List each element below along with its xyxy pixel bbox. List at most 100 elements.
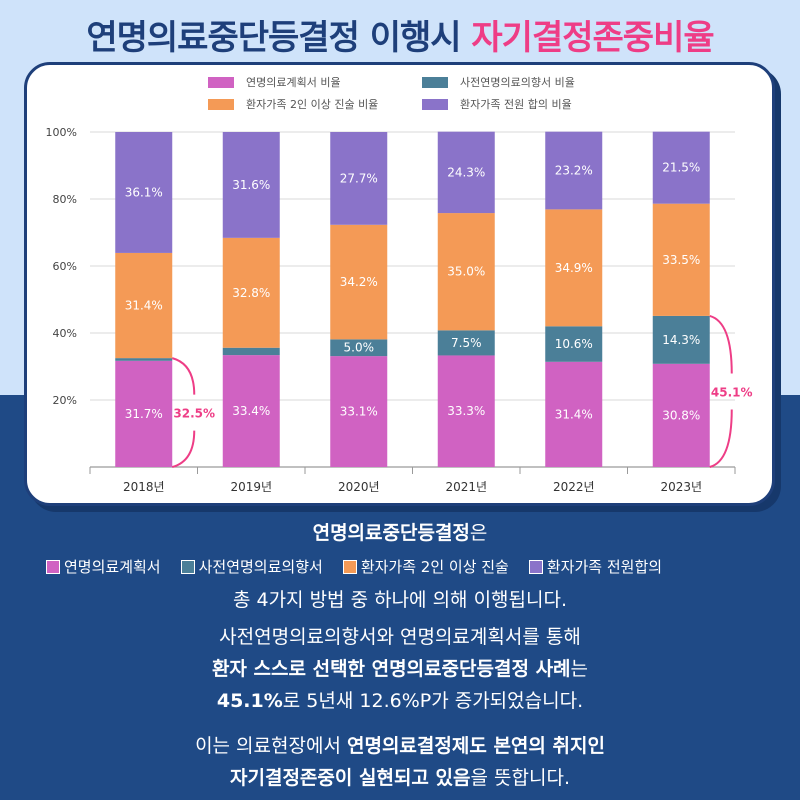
desc-line-7: 이는 의료현장에서 연명의료결정제도 본연의 취지인 [0, 731, 800, 758]
x-tick-label: 2021년 [445, 480, 487, 494]
desc-text: 이는 의료현장에서 [195, 735, 347, 757]
desc-strong: 환자 스스로 선택한 연명의료중단등결정 사례 [211, 658, 571, 680]
bar-segment [222, 355, 280, 467]
method-item: 환자가족 2인 이상 진술 [342, 556, 509, 577]
legend-item: 환자가족 전원 합의 비율 [422, 96, 572, 112]
method-item: 사전연명의료의향서 [180, 556, 323, 577]
legend-item: 연명의료계획서 비율 [208, 74, 341, 90]
bar-segment [545, 326, 603, 362]
bar-segment [330, 132, 388, 225]
bar-segment [652, 363, 710, 467]
bar-segment [115, 132, 173, 253]
x-tick-label: 2022년 [553, 480, 595, 494]
method-list: 연명의료계획서 사전연명의료의향서 환자가족 2인 이상 진술 환자가족 전원합… [46, 556, 662, 577]
data-label: 33.3% [447, 404, 485, 418]
data-label: 10.6% [555, 337, 593, 351]
bar-segment [330, 339, 388, 357]
bar-segment [115, 358, 173, 361]
data-label: 14.3% [662, 333, 700, 347]
desc-strong: 45.1% [216, 690, 283, 712]
data-label: 27.7% [340, 171, 378, 185]
desc-text: 은 [469, 522, 488, 544]
method-label: 환자가족 2인 이상 진술 [360, 558, 509, 576]
legend-label: 환자가족 전원 합의 비율 [460, 98, 572, 111]
bar-segment [115, 252, 173, 359]
method-label: 사전연명의료의향서 [198, 558, 323, 576]
method-label: 환자가족 전원합의 [546, 558, 663, 576]
legend-swatch [422, 76, 448, 88]
desc-line-6: 45.1%로 5년새 12.6%P가 증가되었습니다. [0, 686, 800, 713]
annotation-label: 45.1% [711, 385, 753, 399]
legend-swatch [208, 76, 234, 88]
bar-segment [437, 213, 495, 331]
annotation-brace [171, 430, 196, 468]
y-tick-label: 100% [46, 126, 77, 139]
desc-strong: 연명의료결정제도 본연의 취지인 [346, 735, 605, 757]
annotation-brace [171, 357, 196, 395]
data-label: 31.6% [232, 178, 270, 192]
data-label: 36.1% [125, 185, 163, 199]
bar-segment [545, 131, 603, 210]
bar-segment [545, 361, 603, 467]
desc-text: 로 5년새 12.6%P가 증가되었습니다. [282, 690, 584, 712]
desc-strong: 자기결정존중이 실현되고 있음 [230, 767, 471, 789]
data-label: 7.5% [451, 336, 482, 350]
legend-label: 환자가족 2인 이상 진술 비율 [246, 98, 379, 111]
data-label: 33.1% [340, 405, 378, 419]
data-label: 33.5% [662, 253, 700, 267]
y-tick-label: 60% [53, 260, 77, 273]
data-label: 32.8% [232, 286, 270, 300]
data-label: 31.7% [125, 407, 163, 421]
method-icon [46, 559, 60, 574]
bar-segment [222, 132, 280, 238]
method-item: 연명의료계획서 [46, 556, 161, 577]
data-label: 33.4% [232, 404, 270, 418]
x-tick-label: 2023년 [660, 480, 702, 494]
annotation-label: 32.5% [173, 407, 215, 421]
data-label: 30.8% [662, 408, 700, 422]
data-label: 21.5% [662, 161, 700, 175]
y-tick-label: 80% [53, 193, 77, 206]
y-tick-label: 40% [53, 327, 77, 340]
x-tick-label: 2018년 [123, 480, 165, 494]
bar-segment [222, 237, 280, 348]
bar-segment [652, 131, 710, 204]
data-label: 35.0% [447, 265, 485, 279]
data-label: 34.9% [555, 261, 593, 275]
desc-text: 을 뜻합니다. [470, 767, 570, 789]
data-label: 34.2% [340, 275, 378, 289]
bar-segment [437, 355, 495, 467]
desc-line-5: 환자 스스로 선택한 연명의료중단등결정 사례는 [0, 654, 800, 681]
y-tick-label: 20% [53, 394, 77, 407]
bar-segment [545, 209, 603, 327]
legend-swatch [208, 98, 234, 110]
data-label: 24.3% [447, 165, 485, 179]
legend-swatch [422, 98, 448, 110]
method-icon [528, 559, 543, 574]
bar-segment [330, 356, 388, 467]
data-label: 31.4% [125, 299, 163, 313]
legend-label: 연명의료계획서 비율 [246, 76, 341, 89]
title-main: 연명의료중단등결정 이행시 [86, 18, 472, 58]
bar-segment [652, 203, 710, 316]
desc-strong: 연명의료중단등결정 [312, 522, 470, 544]
annotation-brace [709, 314, 733, 374]
page-title: 연명의료중단등결정 이행시 자기결정존중비율 [0, 10, 800, 59]
method-icon [180, 559, 195, 574]
data-label: 5.0% [344, 341, 375, 355]
method-label: 연명의료계획서 [64, 558, 161, 576]
bar-segment [437, 131, 495, 214]
bar-segment [652, 315, 710, 364]
data-label: 31.4% [555, 407, 593, 421]
bar-segment [437, 330, 495, 356]
bar-segment [115, 360, 173, 467]
desc-line-3: 총 4가지 방법 중 하나에 의해 이행됩니다. [232, 589, 568, 611]
desc-text: 는 [570, 658, 589, 680]
title-highlight: 자기결정존중비율 [471, 18, 714, 58]
legend-label: 사전연명의료의향서 비율 [460, 76, 575, 89]
x-tick-label: 2019년 [230, 480, 272, 494]
desc-line-1: 연명의료중단등결정은 [0, 518, 800, 545]
desc-line-4: 사전연명의료의향서와 연명의료계획서를 통해 [219, 626, 581, 648]
